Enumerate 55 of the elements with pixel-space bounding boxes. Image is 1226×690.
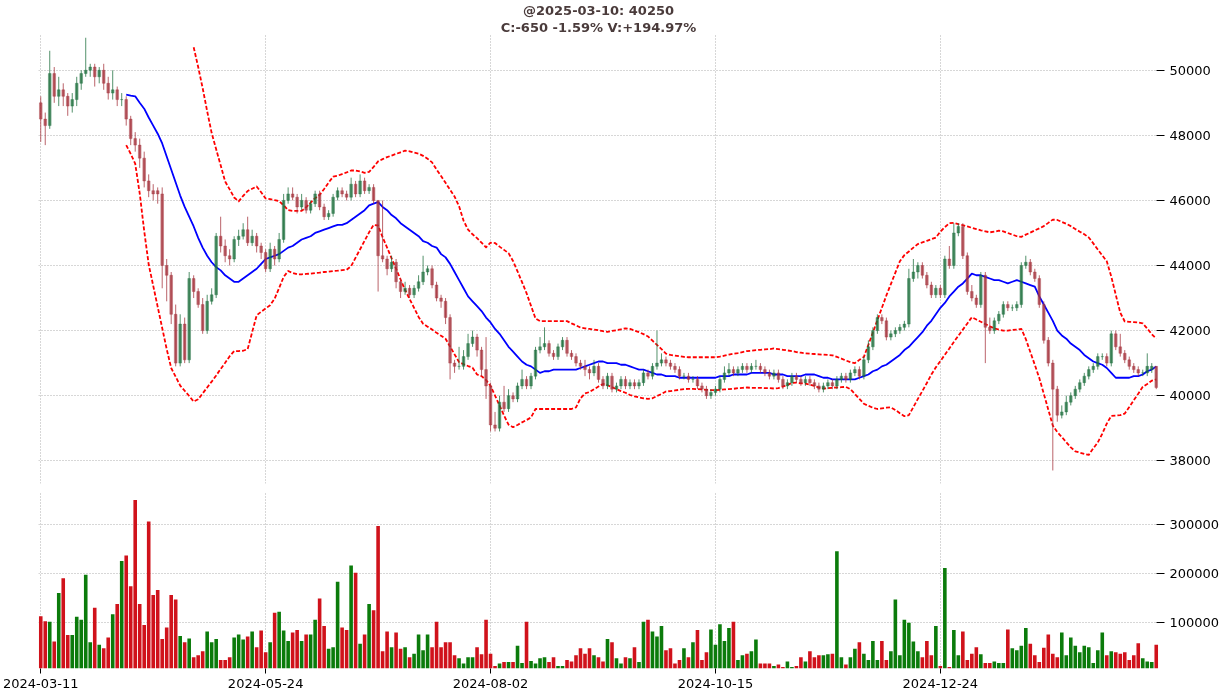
candlestick xyxy=(358,173,362,198)
y-tick-label: 50000 xyxy=(1169,62,1211,78)
candlestick xyxy=(246,216,250,247)
candlestick xyxy=(884,317,888,341)
candlestick xyxy=(57,76,61,107)
candlestick xyxy=(120,92,124,107)
candlestick xyxy=(596,362,601,384)
candlestick xyxy=(39,95,43,143)
y-tick-label: 46000 xyxy=(1169,192,1211,208)
x-tick-label: 2024-12-24 xyxy=(902,675,979,690)
candlestick xyxy=(709,388,713,400)
candlestick xyxy=(273,245,277,267)
y-tick-label: 300000 xyxy=(1169,516,1220,532)
x-tick-label: 2024-05-24 xyxy=(227,675,304,690)
candlestick xyxy=(628,378,632,390)
y-tick-label: 44000 xyxy=(1169,258,1211,274)
candlestick xyxy=(115,86,119,107)
x-tick-label: 2024-03-11 xyxy=(2,675,79,690)
candlestick xyxy=(506,388,511,413)
x-tick-label: 2024-08-02 xyxy=(452,675,529,690)
candlestick xyxy=(102,63,106,91)
candlestick xyxy=(367,183,371,195)
y-tick-label: 40000 xyxy=(1169,388,1211,404)
y-tick-label: 38000 xyxy=(1169,453,1211,469)
line-series xyxy=(192,46,1158,365)
y-tick-label: 100000 xyxy=(1169,615,1220,631)
candlestick xyxy=(111,69,115,101)
candlestick xyxy=(255,232,259,253)
candlestick xyxy=(219,216,223,253)
candlestick xyxy=(385,255,389,276)
candlestick xyxy=(592,359,596,377)
candlestick xyxy=(947,245,951,270)
chart-title: @2025-03-10: 40250 xyxy=(522,2,675,18)
x-tick-label: 2024-10-15 xyxy=(677,675,754,690)
candlestick xyxy=(682,372,686,380)
candlestick xyxy=(93,63,97,88)
candlestick xyxy=(610,372,614,393)
chart-subtitle: C:-650 -1.59% V:+194.97% xyxy=(500,19,697,35)
candlestick xyxy=(736,365,740,377)
candlestick xyxy=(844,372,848,384)
y-tick-label: 48000 xyxy=(1169,127,1211,143)
candlestick xyxy=(268,242,272,273)
candlestick xyxy=(511,391,515,403)
y-tick-label: 200000 xyxy=(1169,565,1220,581)
candlestick xyxy=(745,362,749,374)
candlestick xyxy=(52,66,56,104)
candlestick xyxy=(1114,330,1118,351)
y-tick-label: 42000 xyxy=(1169,323,1211,339)
candlestick xyxy=(502,385,506,413)
candlestick xyxy=(403,281,407,296)
candlestick xyxy=(295,193,299,214)
candlestick xyxy=(542,326,547,351)
candlestick xyxy=(808,375,812,387)
candlestick xyxy=(1154,365,1158,390)
candlestick xyxy=(349,177,353,201)
